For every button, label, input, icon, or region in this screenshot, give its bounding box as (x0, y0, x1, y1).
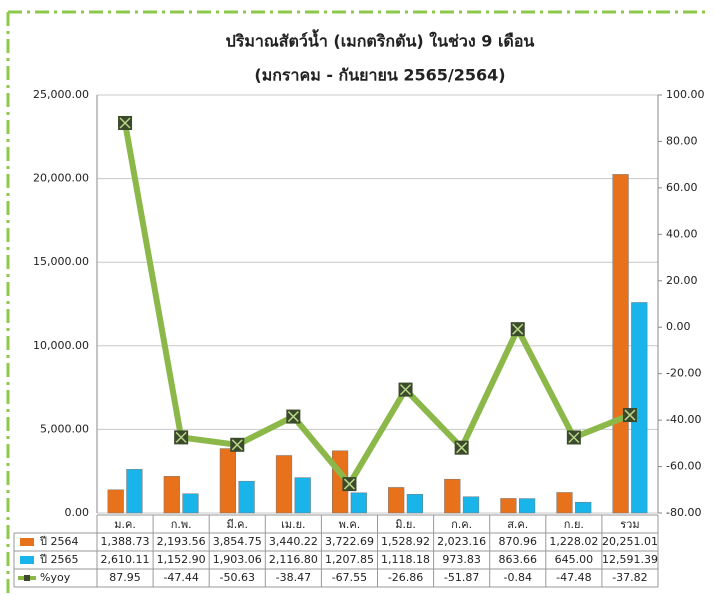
x-tick-label: เม.ย. (281, 518, 305, 531)
bar (444, 478, 461, 514)
data-label: 3,854.75 (213, 535, 262, 548)
x-tick-label: ก.ย. (564, 518, 584, 531)
bar (500, 498, 517, 514)
data-label: 1,528.92 (381, 535, 430, 548)
x-tick-label: ส.ค. (507, 518, 528, 531)
marker-cross (456, 442, 468, 454)
data-label: -26.86 (388, 571, 423, 584)
data-label: 12,591.39 (602, 553, 658, 566)
legend-swatch (20, 538, 34, 546)
data-label: 2,610.11 (101, 553, 150, 566)
data-label: -51.87 (444, 571, 479, 584)
legend-swatch (20, 556, 34, 564)
bar (406, 494, 424, 514)
data-label: 2,116.80 (269, 553, 318, 566)
x-tick-label: พ.ค. (339, 518, 361, 531)
y-tick-label: 20,000.00 (33, 172, 89, 185)
data-label: 1,388.73 (101, 535, 150, 548)
data-label: 2,023.16 (437, 535, 486, 548)
bar (238, 480, 255, 514)
chart-title: ปริมาณสัตว์น้ำ (เมกตริกตัน) ในช่วง 9 เดื… (226, 29, 535, 51)
y2-tick-label: -40.00 (666, 413, 701, 426)
line (122, 122, 632, 488)
data-label: -0.84 (504, 571, 532, 584)
data-label: 87.95 (109, 571, 141, 584)
marker-cross (119, 117, 131, 129)
bar (219, 448, 237, 514)
legend-label: %yoy (40, 571, 71, 584)
y-tick-label: 0.00 (65, 506, 90, 519)
marker-cross (287, 411, 299, 423)
marker-cross (624, 409, 636, 421)
x-tick-label: มิ.ย. (395, 518, 416, 531)
data-label: 870.96 (499, 535, 538, 548)
data-label: 20,251.01 (602, 535, 658, 548)
bar (107, 489, 124, 514)
data-label: 1,152.90 (157, 553, 206, 566)
marker-cross (568, 431, 580, 444)
data-label: 645.00 (555, 553, 594, 566)
data-label: 973.83 (442, 553, 481, 566)
y-tick-label: 10,000.00 (33, 339, 89, 352)
bar (575, 501, 592, 514)
bar (126, 469, 143, 514)
bar (350, 492, 367, 514)
y2-tick-label: -20.00 (666, 367, 701, 380)
x-tick-label: ก.พ. (171, 518, 192, 531)
marker-cross (343, 478, 355, 490)
marker-cross (512, 323, 524, 335)
chart-subtitle: (มกราคม - กันยายน 2565/2564) (254, 66, 505, 85)
y-tick-label: 15,000.00 (33, 255, 89, 268)
data-label: 1,903.06 (213, 553, 262, 566)
bar (182, 493, 199, 514)
y2-tick-label: -80.00 (666, 506, 701, 519)
data-label: 3,440.22 (269, 535, 318, 548)
y2-tick-label: 100.00 (666, 88, 705, 101)
y2-tick-label: 80.00 (666, 134, 698, 147)
legend-swatch (24, 575, 30, 581)
data-label: -47.44 (163, 571, 198, 584)
marker-cross (231, 439, 243, 451)
data-label: -38.47 (276, 571, 311, 584)
bar (275, 455, 293, 514)
y2-tick-label: 20.00 (666, 274, 698, 287)
y-tick-label: 5,000.00 (40, 422, 89, 435)
y-tick-label: 25,000.00 (33, 88, 89, 101)
bar (388, 487, 405, 514)
data-label: -67.55 (332, 571, 367, 584)
bar (631, 302, 648, 514)
data-label: 1,207.85 (325, 553, 374, 566)
legend-label: ปี 2564 (39, 535, 79, 548)
bar (612, 174, 629, 514)
marker-cross (175, 431, 187, 443)
data-label: 1,228.02 (549, 535, 598, 548)
bar (294, 477, 311, 514)
data-label: -50.63 (220, 571, 255, 584)
data-label: 863.66 (499, 553, 538, 566)
y2-tick-label: 60.00 (666, 181, 698, 194)
data-label: 2,193.56 (157, 535, 206, 548)
y2-tick-label: -60.00 (666, 460, 701, 473)
border (6, 10, 710, 596)
bar (556, 492, 573, 514)
legend-label: ปี 2565 (39, 553, 79, 566)
marker-cross (400, 384, 412, 396)
data-label: -37.82 (612, 571, 647, 584)
data-label: 3,722.69 (325, 535, 374, 548)
y2-tick-label: 40.00 (666, 227, 698, 240)
bar (519, 498, 536, 514)
data-label: 1,118.18 (381, 553, 430, 566)
x-tick-label: รวม (620, 518, 639, 531)
x-tick-label: ก.ค. (451, 518, 472, 531)
y2-tick-label: 0.00 (666, 320, 691, 333)
bar (462, 496, 480, 514)
data-label: -47.48 (556, 571, 591, 584)
x-tick-label: มี.ค. (226, 518, 248, 531)
bar (163, 476, 180, 514)
x-tick-label: ม.ค. (114, 518, 136, 531)
